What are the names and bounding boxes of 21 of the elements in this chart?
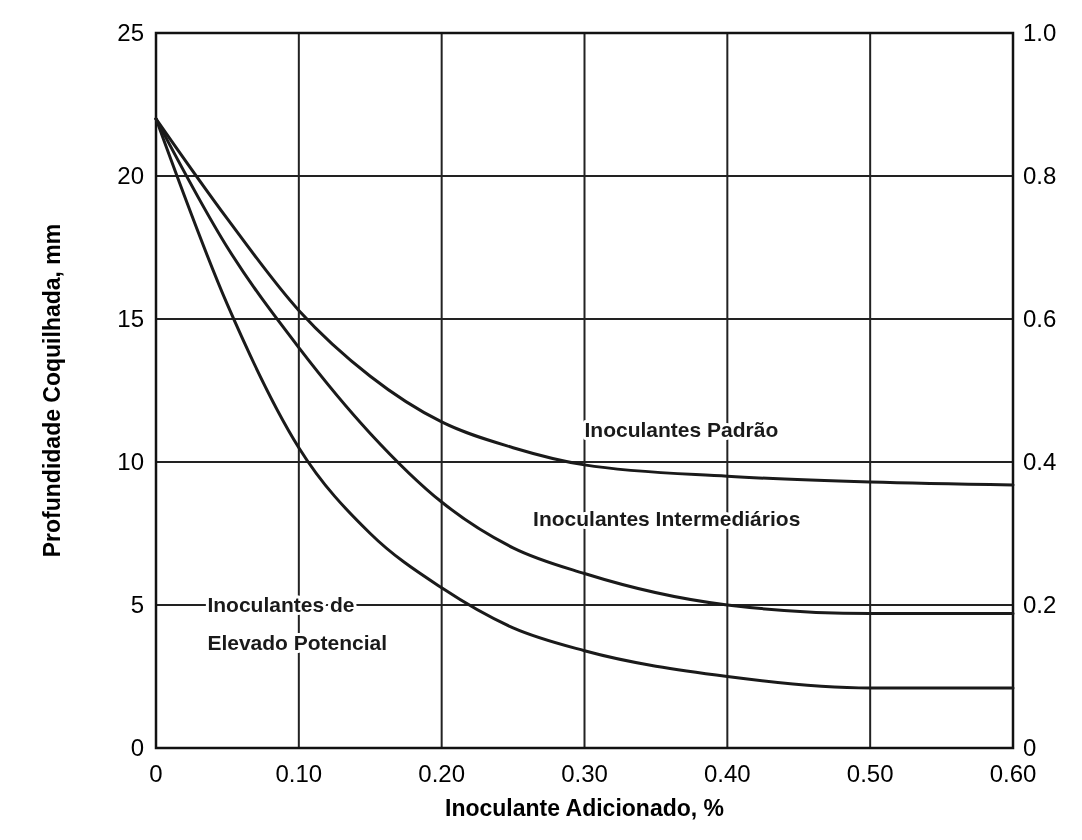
y-axis-title: Profundidade Coquilhada, mm xyxy=(39,223,65,558)
x-tick-label: 0.20 xyxy=(418,760,466,787)
y-tick-label: 25 xyxy=(117,19,144,46)
x-axis-title: Inoculante Adicionado, % xyxy=(445,795,724,821)
y2-tick-label: 0.4 xyxy=(1023,448,1057,475)
x-tick-label: 0 xyxy=(149,760,163,787)
x-tick-label: 0.10 xyxy=(275,760,323,787)
y2-tick-label: 0.8 xyxy=(1023,162,1057,189)
x-tick-label: 0.30 xyxy=(561,760,608,787)
x-tick-label: 0.40 xyxy=(703,760,751,787)
y-tick-label: 20 xyxy=(117,162,144,189)
y2-tick-label: 1.0 xyxy=(1023,19,1057,46)
y2-tick-label: 0.2 xyxy=(1023,591,1057,618)
x-tick-label: 0.60 xyxy=(989,760,1037,787)
y-tick-label: 0 xyxy=(130,734,144,761)
y2-tick-label: 0.6 xyxy=(1023,305,1057,332)
y-tick-label: 5 xyxy=(130,591,144,618)
y-tick-label: 15 xyxy=(117,305,144,332)
y-tick-label: 10 xyxy=(117,448,144,475)
x-tick-label: 0.50 xyxy=(846,760,894,787)
y2-tick-label: 0 xyxy=(1023,734,1037,761)
